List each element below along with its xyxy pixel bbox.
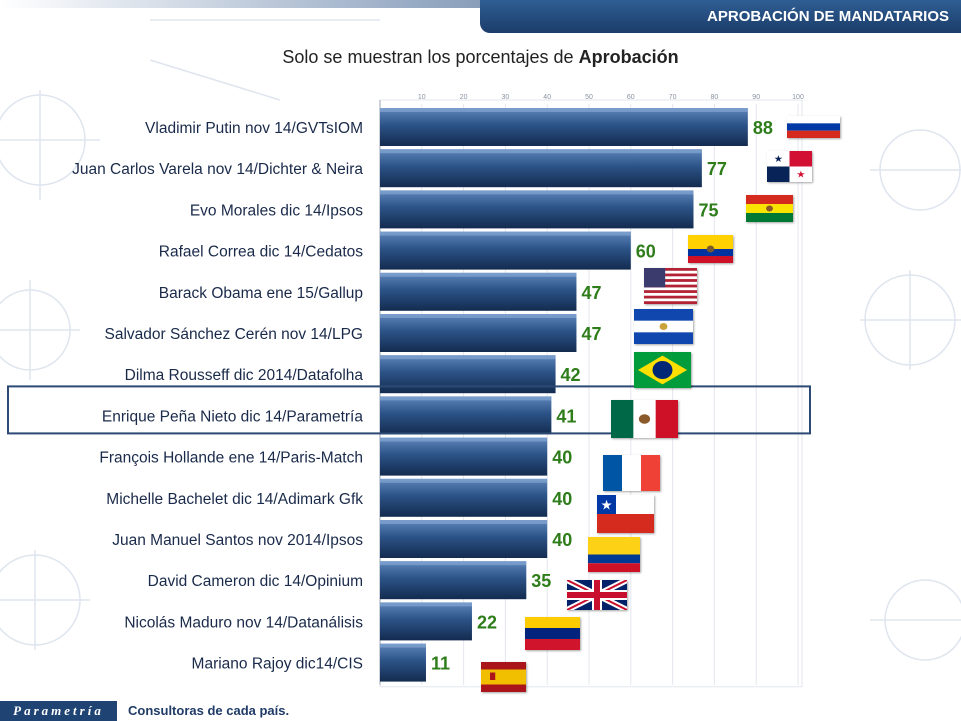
bar (380, 272, 577, 311)
bar (380, 602, 472, 641)
value-label: 77 (707, 159, 727, 179)
header-title: APROBACIÓN DE MANDATARIOS (480, 0, 961, 33)
bar (380, 231, 631, 270)
mexico-flag (611, 400, 678, 438)
bar-highlight (380, 520, 548, 524)
value-label: 42 (561, 365, 581, 385)
bar-highlight (380, 602, 472, 607)
x-tick-label: 60 (627, 94, 635, 101)
value-label: 22 (477, 612, 497, 632)
bar (380, 561, 527, 600)
category-label: Enrique Peña Nieto dic 14/Parametría (102, 408, 363, 425)
value-label: 75 (699, 200, 719, 220)
chart-bars: Vladimir Putin nov 14/GVTsIOM 88 Juan Carl… (7, 108, 811, 682)
footer-note: Consultoras de cada país. (128, 703, 290, 718)
value-label: 35 (531, 571, 551, 591)
x-tick-label: 30 (502, 94, 510, 101)
x-tick-label: 50 (585, 94, 593, 101)
bar-highlight (380, 561, 527, 566)
value-label: 40 (552, 530, 572, 550)
bar (380, 643, 426, 682)
category-label: François Hollande ene 14/Paris-Match (99, 450, 363, 467)
value-label: 47 (581, 324, 601, 344)
highlight-box (7, 385, 811, 435)
panama-flag: ★★ (767, 151, 812, 182)
category-label: Juan Manuel Santos nov 2014/Ipsos (112, 532, 363, 549)
bar-highlight (380, 355, 556, 360)
value-label: 88 (753, 118, 773, 138)
parametria-logo: Parametría (0, 701, 117, 721)
x-tick-label: 40 (543, 94, 551, 101)
x-tick-label: 80 (711, 94, 719, 101)
brazil-flag (634, 352, 691, 388)
x-tick-label: 20 (460, 94, 468, 101)
value-label: 47 (581, 283, 601, 303)
category-label: Salvador Sánchez Cerén nov 14/LPG (105, 326, 364, 343)
bar-highlight (380, 314, 577, 318)
el-salvador-flag (634, 309, 693, 344)
bar (380, 314, 577, 352)
bar-highlight (380, 108, 748, 112)
bar-highlight (380, 272, 577, 277)
category-label: Rafael Correa dic 14/Cedatos (159, 244, 363, 261)
category-label: Nicolás Maduro nov 14/Datanálisis (124, 614, 363, 631)
bar (380, 149, 702, 188)
bar-highlight (380, 190, 694, 195)
category-label: David Cameron dic 14/Opinium (148, 573, 363, 590)
bar-highlight (380, 231, 631, 236)
bar (380, 108, 748, 146)
ecuador-flag (688, 235, 733, 263)
bar (380, 520, 548, 558)
usa-flag (644, 268, 697, 304)
colombia-flag (588, 537, 640, 572)
category-label: Michelle Bachelet dic 14/Adimark Gfk (106, 491, 363, 508)
bar (380, 478, 548, 517)
x-tick-label: 70 (669, 94, 677, 101)
category-label: Vladimir Putin nov 14/GVTsIOM (145, 120, 363, 137)
svg-text:★: ★ (796, 170, 805, 181)
x-tick-label: 100 (792, 94, 804, 101)
uk-flag (565, 577, 629, 613)
category-label: Mariano Rajoy dic14/CIS (192, 656, 363, 673)
bar (380, 437, 548, 476)
value-label: 41 (556, 406, 576, 426)
value-label: 11 (431, 654, 450, 674)
russia-flag (787, 116, 840, 138)
chart-subtitle: Solo se muestran los porcentajes de Apro… (0, 47, 961, 68)
subtitle-bold: Aprobación (578, 47, 679, 67)
bar (380, 355, 556, 394)
france-flag (603, 455, 660, 491)
category-label: Dilma Rousseff dic 2014/Datafolha (125, 367, 364, 384)
bar-highlight (380, 437, 548, 442)
bar-highlight (380, 478, 548, 483)
value-label: 40 (552, 448, 572, 468)
category-label: Barack Obama ene 15/Gallup (159, 285, 363, 302)
bar-highlight (380, 643, 426, 648)
svg-text:★: ★ (774, 154, 783, 165)
category-label: Evo Morales dic 14/Ipsos (190, 202, 363, 219)
bar (380, 396, 552, 435)
value-label: 60 (636, 242, 656, 262)
approval-bar-chart: 10 20 30 40 50 60 70 80 90 100 Vladimir Putin nov… (7, 94, 811, 688)
bar-highlight (380, 396, 552, 401)
spain-flag (481, 662, 526, 692)
x-tick-label: 90 (752, 94, 760, 101)
subtitle-prefix: Solo se muestran los porcentajes de (282, 47, 579, 67)
svg-text:★: ★ (601, 497, 613, 512)
x-tick-label: 10 (418, 94, 426, 101)
bolivia-flag (746, 195, 793, 222)
venezuela-flag (525, 617, 580, 650)
chile-flag: ★ (597, 495, 654, 533)
bar (380, 190, 694, 229)
category-label: Juan Carlos Varela nov 14/Dichter & Neir… (72, 161, 363, 178)
value-label: 40 (552, 489, 572, 509)
bar-highlight (380, 149, 702, 154)
